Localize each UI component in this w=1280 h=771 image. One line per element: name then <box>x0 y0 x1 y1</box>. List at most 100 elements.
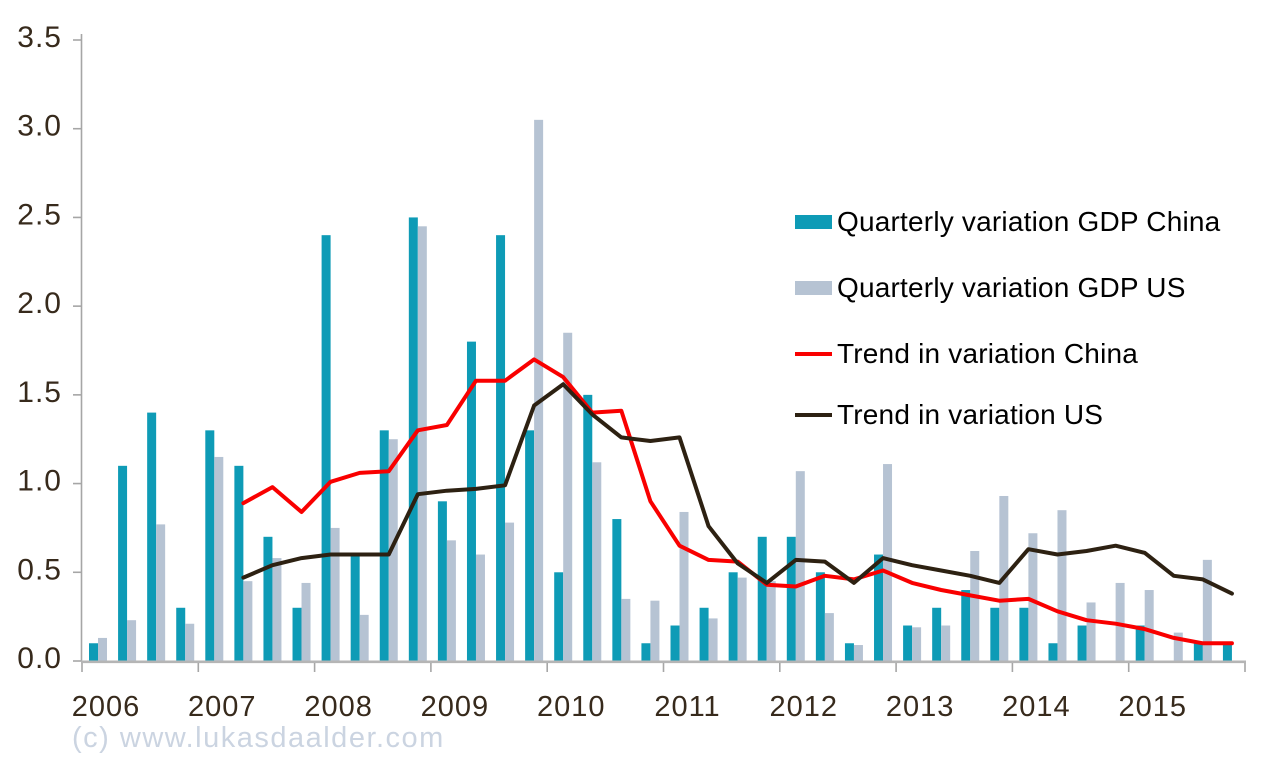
bar-us <box>708 618 718 661</box>
bar-us <box>330 527 340 661</box>
bar-china <box>903 625 913 661</box>
bar-us <box>766 581 776 661</box>
bar-us <box>912 627 922 661</box>
bar-china <box>1193 643 1203 661</box>
x-axis-label: 2013 <box>886 691 955 723</box>
bar-us <box>679 511 689 661</box>
watermark: (c) www.lukasdaalder.com <box>72 722 445 754</box>
bar-us <box>824 613 834 661</box>
bar-china <box>1222 643 1232 661</box>
legend-item-trend-china: Trend in variation China <box>795 338 1138 370</box>
bar-us <box>1028 533 1038 661</box>
x-axis-label: 2007 <box>188 691 257 723</box>
bar-us <box>1144 590 1154 661</box>
y-axis-label: 0.5 <box>17 553 62 586</box>
bar-china <box>961 590 971 661</box>
legend-item-gdp-china: Quarterly variation GDP China <box>795 206 1220 238</box>
bar-us <box>650 600 660 661</box>
bar-us <box>446 540 456 661</box>
legend-item-gdp-us: Quarterly variation GDP US <box>795 272 1186 304</box>
china-bar-swatch-icon <box>795 215 832 229</box>
bar-us <box>1173 632 1183 661</box>
x-axis-label: 2008 <box>304 691 373 723</box>
bar-us <box>301 582 311 661</box>
bar-china <box>844 643 854 661</box>
bar-us <box>534 119 544 661</box>
bar-china <box>437 501 447 661</box>
x-axis-label: 2006 <box>72 691 141 723</box>
bar-us <box>243 581 253 661</box>
bar-us <box>388 439 398 661</box>
legend-item-trend-us: Trend in variation US <box>795 399 1103 431</box>
bar-us <box>1057 510 1067 661</box>
bar-us <box>359 614 369 661</box>
legend-label-trend-us: Trend in variation US <box>837 399 1104 430</box>
bar-us <box>795 471 805 661</box>
bar-us <box>941 625 951 661</box>
bar-us <box>156 524 166 661</box>
bar-us <box>737 577 747 661</box>
y-axis-label: 3.0 <box>17 110 62 143</box>
bar-us <box>1086 602 1096 661</box>
bar-us <box>621 598 631 661</box>
bar-china <box>379 430 389 661</box>
bar-china <box>699 607 709 661</box>
bar-us <box>592 462 602 661</box>
y-axis-label: 1.0 <box>17 465 62 498</box>
bar-china <box>466 341 476 661</box>
bar-china <box>990 607 1000 661</box>
bar-us <box>1115 582 1125 661</box>
bar-us <box>214 456 224 661</box>
y-axis-label: 0.0 <box>17 642 62 675</box>
bar-china <box>757 536 767 661</box>
bar-us <box>853 645 863 661</box>
bar-china <box>583 394 593 661</box>
bar-china <box>205 430 215 661</box>
us-bar-swatch-icon <box>795 281 832 295</box>
x-axis-label: 2015 <box>1118 691 1187 723</box>
bar-us <box>127 620 137 661</box>
bar-china <box>234 465 244 661</box>
bar-china <box>263 536 273 661</box>
bar-china <box>1019 607 1029 661</box>
bar-china <box>176 607 186 661</box>
x-axis-label: 2010 <box>537 691 606 723</box>
bar-china <box>1077 625 1087 661</box>
bar-china <box>815 572 825 661</box>
bar-china <box>525 430 535 661</box>
bar-us <box>417 226 427 661</box>
y-axis-label: 1.5 <box>17 376 62 409</box>
x-axis-label: 2012 <box>770 691 839 723</box>
trend-line-us <box>241 382 1234 596</box>
bar-us <box>1202 559 1212 661</box>
china-trend-line-swatch-icon <box>795 352 832 356</box>
bar-china <box>147 412 157 661</box>
bar-us <box>272 558 282 661</box>
bar-china <box>1135 625 1145 661</box>
x-axis-label: 2009 <box>421 691 490 723</box>
y-axis-label: 2.0 <box>17 287 62 320</box>
bar-us <box>505 522 515 661</box>
bar-china <box>670 625 680 661</box>
legend-label-trend-china: Trend in variation China <box>837 338 1139 369</box>
bar-china <box>1048 643 1058 661</box>
x-axis-label: 2011 <box>654 691 720 723</box>
bar-china <box>612 519 622 661</box>
bar-china <box>350 554 360 661</box>
bar-us <box>563 332 573 661</box>
bar-china <box>786 536 796 661</box>
x-axis-label: 2014 <box>1002 691 1071 723</box>
bar-china <box>554 572 564 661</box>
bar-china <box>292 607 302 661</box>
bar-china <box>496 235 506 661</box>
bar-china <box>874 554 884 661</box>
legend-label-gdp-china: Quarterly variation GDP China <box>837 206 1221 237</box>
bar-china <box>118 465 128 661</box>
bar-us <box>185 623 195 661</box>
us-trend-line-swatch-icon <box>795 413 832 417</box>
legend-label-gdp-us: Quarterly variation GDP US <box>837 272 1186 303</box>
bar-china <box>728 572 738 661</box>
bar-china <box>932 607 942 661</box>
